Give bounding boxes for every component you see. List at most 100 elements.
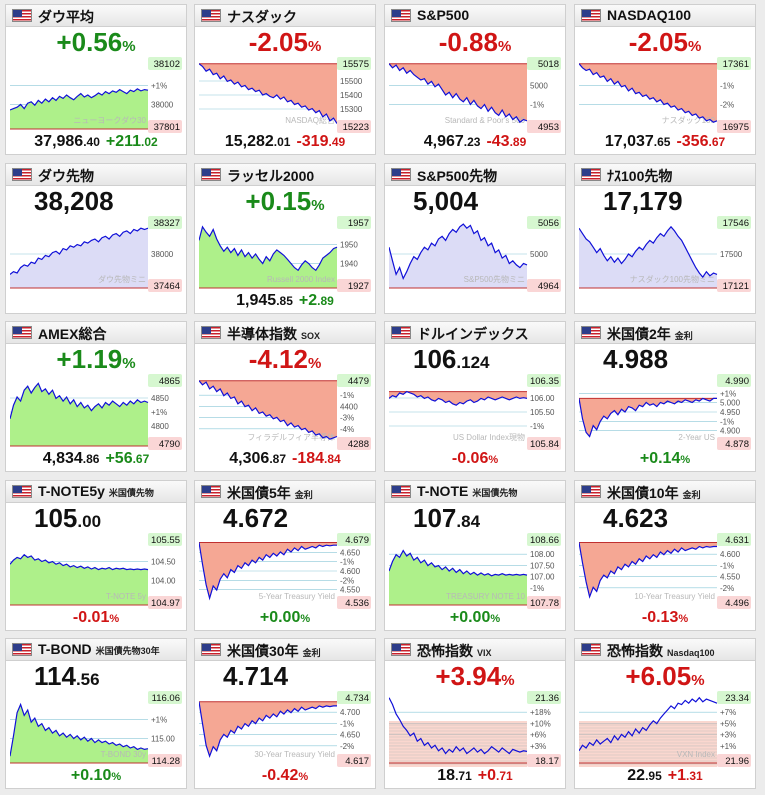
tile-header: ダウ先物 xyxy=(6,164,186,186)
us-flag-icon xyxy=(581,168,601,181)
market-tile[interactable]: ダウ平均 +0.56% +1% 38000 ニューヨークダウ30 38102 37801 37… xyxy=(5,4,187,155)
mini-chart: -1% 4400 -3% -4% フィラデルフィア半導体 4479 4288 xyxy=(199,374,371,450)
market-tile[interactable]: 米国債30年 金利 4.714 4.700 -1% 4.650 -2% 30-Year Tre… xyxy=(194,638,376,789)
market-tile[interactable]: ﾅｽ100先物 17,179 17500 ナスダック100先物ミニ 17546 17121 xyxy=(574,163,756,314)
us-flag-icon xyxy=(12,168,32,181)
tile-footer: -0.13% xyxy=(575,609,755,627)
scale-label: +5% xyxy=(720,719,736,728)
high-label-bg xyxy=(148,691,182,704)
main-value-unit: % xyxy=(311,197,325,214)
footer-change-pct: +0.00 xyxy=(259,609,301,626)
market-tile[interactable]: T-NOTE5y 米国債先物 105.00 104.50 104.00 T-NOTE 5y… xyxy=(5,480,187,631)
scale-label: +1% xyxy=(720,742,736,751)
chart-watermark: 2-Year US xyxy=(678,433,715,442)
flag-canton xyxy=(202,644,211,651)
low-label-bg xyxy=(337,437,371,450)
market-tile[interactable]: S&P500先物 5,004 5000 S&P500先物ミニ 5056 4964 xyxy=(384,163,566,314)
high-label-bg xyxy=(148,57,182,70)
tile-header: S&P500先物 xyxy=(385,164,565,186)
tile-title-text: NASDAQ100 xyxy=(607,7,692,23)
us-flag-icon xyxy=(391,9,411,22)
tile-footer: +0.10% xyxy=(6,767,186,785)
chart-fill xyxy=(579,542,717,597)
chart-watermark: 30-Year Treasury Yield xyxy=(254,750,335,759)
footer-change: -319 xyxy=(296,133,329,150)
market-tile[interactable]: ナスダック -2.05% 15500 15400 15300 NASDAQ総合 15575 1… xyxy=(194,4,376,155)
market-tile[interactable]: 米国債10年 金利 4.623 4.600 -1% 4.550 -2% 10-Year Tre… xyxy=(574,480,756,631)
tile-footer: 4,306.87 -184.84 xyxy=(195,450,375,468)
chart-fill xyxy=(389,721,527,767)
high-label-bg xyxy=(527,216,561,229)
scale-label: +3% xyxy=(530,742,546,751)
main-value: +1.19% xyxy=(6,344,186,379)
market-tile[interactable]: ドルインデックス 106.124 106.00 105.50 -1% US Dollar … xyxy=(384,321,566,472)
main-value: 105.00 xyxy=(34,503,186,537)
tile-title-text: 恐怖指数 xyxy=(607,643,663,659)
main-value-unit: % xyxy=(687,38,702,55)
scale-label: 17500 xyxy=(720,250,743,259)
market-tile[interactable]: 恐怖指数 VIX +3.94% +18% +10% +6% +3% 21.36 18.17 18.… xyxy=(384,638,566,789)
scale-label: 1940 xyxy=(340,259,358,268)
price-line xyxy=(10,88,149,111)
main-value: 4.623 xyxy=(603,503,755,533)
low-label-bg xyxy=(717,437,751,450)
high-label: 5056 xyxy=(538,218,559,229)
market-tile[interactable]: ダウ先物 38,208 38000 ダウ先物ミニ 38327 37464 xyxy=(5,163,187,314)
high-label: 38327 xyxy=(154,218,180,229)
market-tile[interactable]: 半導体指数 SOX -4.12% -1% 4400 -3% -4% フィラデルフィア半導体 44… xyxy=(194,321,376,472)
scale-label: 4.600 xyxy=(720,550,741,559)
low-label-bg xyxy=(527,754,561,767)
chart-watermark: TREASURY NOTE 10 xyxy=(446,592,525,601)
tile-title: AMEX総合 xyxy=(38,324,106,344)
scale-label: +1% xyxy=(151,408,167,417)
low-label-bg xyxy=(527,279,561,292)
mini-chart: 1950 1940 Russell 2000 Index 1957 1927 xyxy=(199,216,371,292)
scale-label: 4400 xyxy=(340,402,358,411)
market-tile[interactable]: 米国債5年 金利 4.672 4.650 -1% 4.600 -2% 4.550 5-Year … xyxy=(194,480,376,631)
footer-price-decimals: .40 xyxy=(83,135,100,149)
tile-footer: 22.95 +1.31 xyxy=(575,767,755,785)
main-value-fraction: .56 xyxy=(75,670,100,689)
scale-label: 4.700 xyxy=(340,708,361,717)
chart-fill xyxy=(579,226,717,288)
main-value-text: 4.714 xyxy=(223,661,289,691)
tile-subtitle: 米国債先物 xyxy=(472,488,518,498)
market-tile[interactable]: S&P500 -0.88% 5000 -1% Standard & Poor's 500… xyxy=(384,4,566,155)
market-tile[interactable]: AMEX総合 +1.19% 4850 +1% 4800 4865 4790 4,834.86 +… xyxy=(5,321,187,472)
market-tile[interactable]: 米国債2年 金利 4.988 +1% 5.000 4.950 -1% 4.900 2-Year … xyxy=(574,321,756,472)
flag-canton xyxy=(13,10,22,17)
flag-canton xyxy=(13,169,22,176)
footer-change-pct: +0.14 xyxy=(639,450,681,467)
high-label-bg xyxy=(148,533,182,546)
market-tile[interactable]: ラッセル2000 +0.15% 1950 1940 Russell 2000 Index… xyxy=(194,163,376,314)
market-tile[interactable]: T-BOND 米国債先物30年 114.56 +1% 115.00 T-BOND 30y 1… xyxy=(5,638,187,789)
main-value: 4.714 xyxy=(223,661,375,691)
market-tile[interactable]: NASDAQ100 -2.05% -1% -2% ナスダック100 17361 16975 1… xyxy=(574,4,756,155)
flag-canton xyxy=(392,644,401,651)
main-value-text: -0.88 xyxy=(438,27,498,57)
footer-change-decimals: .67 xyxy=(132,452,150,466)
low-label-bg xyxy=(337,596,371,609)
chart-watermark: T-BOND 30y xyxy=(101,750,146,759)
price-line xyxy=(389,63,528,124)
market-tile[interactable]: 恐怖指数 Nasdaq100 +6.05% +7% +5% +3% +1% VXN Index… xyxy=(574,638,756,789)
tile-title-text: 米国債10年 xyxy=(607,485,679,501)
high-label: 38102 xyxy=(154,59,180,70)
tile-footer: 17,037.65 -356.67 xyxy=(575,133,755,151)
high-label: 17546 xyxy=(723,218,749,229)
chart-fill xyxy=(199,542,337,599)
scale-label: -2% xyxy=(340,576,354,585)
footer-change-decimals: .31 xyxy=(686,769,703,783)
tile-footer: -0.01% xyxy=(6,609,186,627)
tile-title-text: AMEX総合 xyxy=(38,326,107,342)
chart-fill xyxy=(10,383,148,446)
scale-label: -2% xyxy=(340,742,354,751)
footer-change: +211 xyxy=(105,133,142,150)
low-label: 17121 xyxy=(723,281,749,292)
scale-label: 4.900 xyxy=(720,427,741,436)
scale-label: +18% xyxy=(530,708,551,717)
footer-change: +1 xyxy=(667,767,687,784)
low-label: 37801 xyxy=(154,122,180,133)
market-tile[interactable]: T-NOTE 米国債先物 107.84 108.00 107.50 107.00 -1% TR… xyxy=(384,480,566,631)
high-label-bg xyxy=(337,57,371,70)
